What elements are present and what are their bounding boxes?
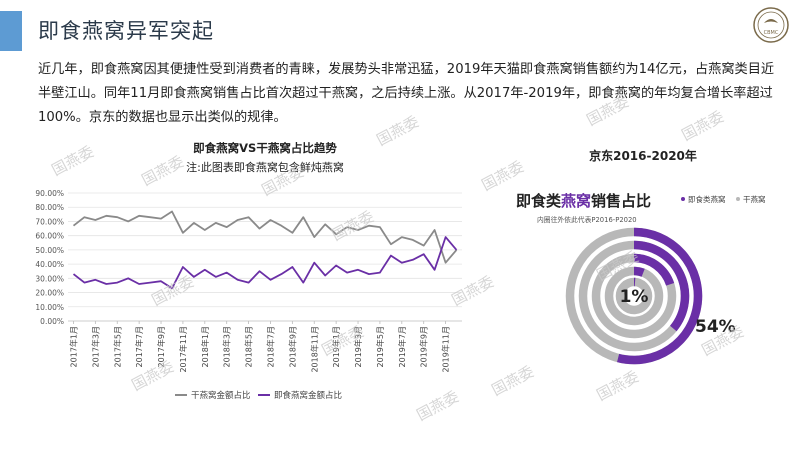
x-tick-label: 2017年3月 xyxy=(90,326,100,367)
y-tick-label: 70.00% xyxy=(35,217,64,226)
y-tick-label: 80.00% xyxy=(35,203,64,212)
cbmc-logo-icon: CBMC xyxy=(753,7,789,43)
x-tick-label: 2019年11月 xyxy=(441,326,451,373)
ring-instant-P2018 xyxy=(633,253,675,286)
ring-instant-P2019 xyxy=(633,240,690,332)
donut-chart-title: 京东2016-2020年 xyxy=(589,148,697,163)
x-tick-label: 2018年7月 xyxy=(265,326,275,367)
donut-inner-value-label: 1% xyxy=(620,287,649,307)
line-chart-title: 即食燕窝VS干燕窝占比趋势 xyxy=(193,141,337,155)
x-tick-label: 2018年9月 xyxy=(287,326,297,367)
series-line-instant xyxy=(72,236,458,290)
donut-outer-value-label: 54% xyxy=(695,317,736,337)
donut-legend-label: 即食类燕窝 xyxy=(688,194,726,204)
x-tick-label: 2017年11月 xyxy=(178,326,188,373)
x-tick-label: 2018年5月 xyxy=(244,326,254,367)
donut-legend-dot xyxy=(736,197,740,201)
ring-instant-P2017 xyxy=(633,266,645,277)
page-title: 即食燕窝异军突起 xyxy=(38,19,214,43)
x-tick-label: 2019年9月 xyxy=(419,326,429,367)
x-tick-label: 2017年7月 xyxy=(134,326,144,367)
x-tick-label: 2018年11月 xyxy=(309,326,319,373)
x-tick-label: 2018年3月 xyxy=(222,326,232,367)
legend-label: 干燕窝金额占比 xyxy=(191,390,251,401)
y-tick-label: 90.00% xyxy=(35,189,64,198)
series-line-dry xyxy=(72,210,458,264)
donut-inner-subtitle: 内圈往外依此代表P2016-P2020 xyxy=(537,215,637,224)
y-tick-label: 50.00% xyxy=(35,246,64,255)
y-tick-label: 40.00% xyxy=(35,260,64,269)
x-tick-label: 2019年5月 xyxy=(375,326,385,367)
y-tick-label: 10.00% xyxy=(35,303,64,312)
x-tick-label: 2019年1月 xyxy=(331,326,341,367)
x-tick-label: 2019年3月 xyxy=(353,326,363,367)
donut-inner-title: 即食类燕窝销售占比 xyxy=(516,192,651,210)
intro-paragraph: 近几年，即食燕窝因其便捷性受到消费者的青睐，发展势头非常迅猛，2019年天猫即食… xyxy=(38,62,775,125)
y-tick-label: 60.00% xyxy=(35,232,64,241)
y-tick-label: 20.00% xyxy=(35,289,64,298)
x-tick-label: 2017年1月 xyxy=(68,326,78,367)
x-tick-label: 2017年9月 xyxy=(156,326,166,367)
logo-text: CBMC xyxy=(764,30,779,36)
x-tick-label: 2018年1月 xyxy=(200,326,210,367)
x-tick-label: 2019年7月 xyxy=(397,326,407,367)
x-tick-label: 2017年5月 xyxy=(112,326,122,367)
y-tick-label: 30.00% xyxy=(35,274,64,283)
line-chart-subtitle: 注:此图表即食燕窝包含鲜炖燕窝 xyxy=(186,160,344,174)
ring-instant-P2020 xyxy=(617,227,703,365)
donut-legend-label: 干燕窝 xyxy=(743,194,766,204)
donut-legend-dot xyxy=(681,197,685,201)
title-accent-bar xyxy=(0,11,22,51)
y-tick-label: 0.00% xyxy=(40,317,64,326)
legend-label: 即食燕窝金额占比 xyxy=(274,390,342,401)
